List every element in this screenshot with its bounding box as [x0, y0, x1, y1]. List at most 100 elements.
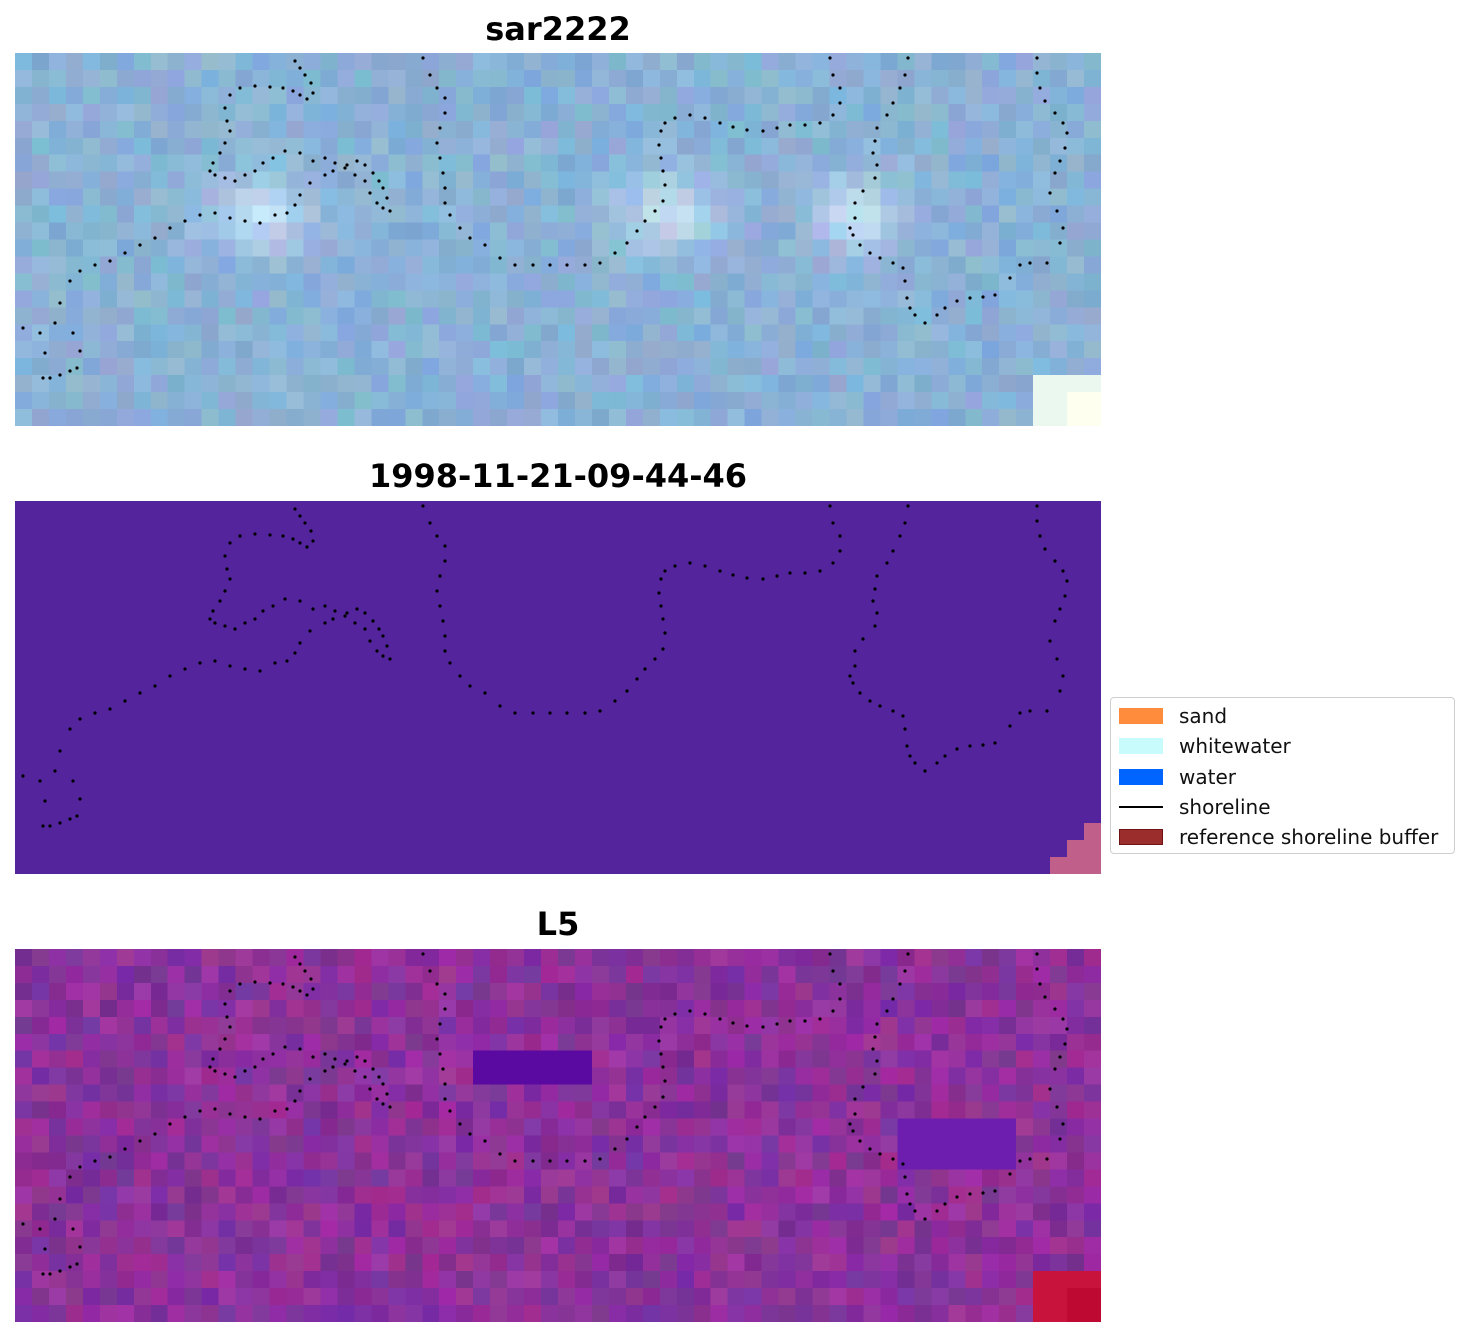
shoreline-dot	[108, 707, 112, 711]
panel-title-3: L5	[536, 905, 580, 943]
shoreline-dot	[253, 1065, 257, 1069]
shoreline-dot	[761, 1025, 765, 1029]
shoreline-dot	[1043, 99, 1047, 103]
shoreline-dot	[41, 824, 45, 828]
shoreline-dot	[838, 101, 842, 105]
shoreline-dot	[388, 1105, 392, 1109]
shoreline-dot	[308, 181, 312, 185]
shoreline-dot	[531, 711, 535, 715]
shoreline-dot	[281, 982, 285, 986]
shoreline-dot	[913, 1209, 917, 1213]
shoreline-dot	[838, 86, 842, 90]
shoreline-dot	[213, 173, 217, 177]
shoreline-dot	[293, 1099, 297, 1103]
shoreline-dot	[955, 1195, 959, 1199]
shoreline-dot	[955, 747, 959, 751]
shoreline-dot	[21, 1222, 25, 1226]
shoreline-dot	[243, 1069, 247, 1073]
shoreline-dot	[659, 1052, 663, 1056]
legend-item-reference-buffer: reference shoreline buffer	[1119, 825, 1438, 849]
shoreline-dot	[298, 962, 302, 966]
shoreline-dot	[853, 649, 857, 653]
shoreline-dot	[68, 817, 72, 821]
shoreline-dot	[659, 604, 663, 608]
shoreline-dot	[38, 1227, 42, 1231]
shoreline-dot	[293, 651, 297, 655]
shoreline-dot	[271, 604, 275, 608]
shoreline-dot	[78, 269, 82, 273]
shoreline-dot	[243, 173, 247, 177]
shoreline-dot	[53, 769, 57, 773]
shoreline-dot	[298, 541, 302, 545]
shoreline-dot	[283, 149, 287, 153]
shoreline-dot	[643, 1115, 647, 1119]
legend-label: shoreline	[1179, 795, 1271, 819]
shoreline-dot	[1028, 709, 1032, 713]
shoreline-dot	[653, 209, 657, 213]
shoreline-dot	[891, 549, 895, 553]
shoreline-dot	[243, 219, 247, 223]
index-image-panel	[15, 949, 1101, 1322]
shoreline-dot	[71, 331, 75, 335]
shoreline-dot	[468, 684, 472, 688]
shoreline-dot	[353, 1069, 357, 1073]
shoreline-dot	[293, 955, 297, 959]
shoreline-dot	[443, 201, 447, 205]
shoreline-dot	[913, 313, 917, 317]
shoreline-dot	[273, 661, 277, 665]
shoreline-dot	[905, 296, 909, 300]
shoreline-dot	[891, 261, 895, 265]
shoreline-dot	[233, 627, 237, 631]
shoreline-dot	[261, 609, 265, 613]
shoreline-dot	[968, 296, 972, 300]
shoreline-dot	[688, 561, 692, 565]
shoreline-dot	[208, 1065, 212, 1069]
buffer-swatch	[1119, 829, 1163, 845]
shoreline-dot	[323, 1052, 327, 1056]
shoreline-dot	[831, 73, 835, 77]
shoreline-dot	[1055, 1105, 1059, 1109]
shoreline-dot	[673, 116, 677, 120]
shoreline-dot	[458, 226, 462, 230]
shoreline-dot	[333, 609, 337, 613]
shoreline-dot	[443, 1007, 447, 1011]
index-raster	[15, 949, 1101, 1322]
shoreline-dot	[861, 1085, 865, 1089]
shoreline-dot	[78, 797, 82, 801]
shoreline-dot	[153, 1132, 157, 1136]
shoreline-dot	[861, 189, 865, 193]
shoreline-dot	[875, 126, 879, 130]
shoreline-dot	[1055, 657, 1059, 661]
shoreline-dot	[1053, 619, 1057, 623]
shoreline-dot	[1035, 56, 1039, 60]
shoreline-dot	[213, 1107, 217, 1111]
shoreline-dot	[58, 373, 62, 377]
shoreline-dot	[448, 661, 452, 665]
shoreline-dot	[885, 561, 889, 565]
shoreline-dot	[381, 634, 385, 638]
shoreline-dot	[703, 1012, 707, 1016]
shoreline-dot	[661, 1095, 665, 1099]
shoreline-dot	[908, 1202, 912, 1206]
shoreline-dot	[58, 301, 62, 305]
legend-label: reference shoreline buffer	[1179, 825, 1439, 849]
shoreline-dot	[565, 1159, 569, 1163]
shoreline-dot	[831, 113, 835, 117]
shoreline-dot	[875, 1022, 879, 1026]
shoreline-dot	[955, 299, 959, 303]
shoreline-dot	[1053, 171, 1057, 175]
shoreline-dot	[659, 1025, 663, 1029]
shoreline-dot	[718, 121, 722, 125]
shoreline-dot	[228, 664, 232, 668]
shoreline-dot	[498, 256, 502, 260]
shoreline-dot	[213, 211, 217, 215]
shoreline-dot	[673, 1012, 677, 1016]
shoreline-dot	[1018, 1159, 1022, 1163]
shoreline-dot	[363, 179, 367, 183]
shoreline-dot	[123, 251, 127, 255]
shoreline-dot	[421, 56, 425, 60]
shoreline-dot	[868, 699, 872, 703]
shoreline-dot	[873, 1072, 877, 1076]
shoreline-dot	[345, 163, 349, 167]
shoreline-dot	[381, 206, 385, 210]
